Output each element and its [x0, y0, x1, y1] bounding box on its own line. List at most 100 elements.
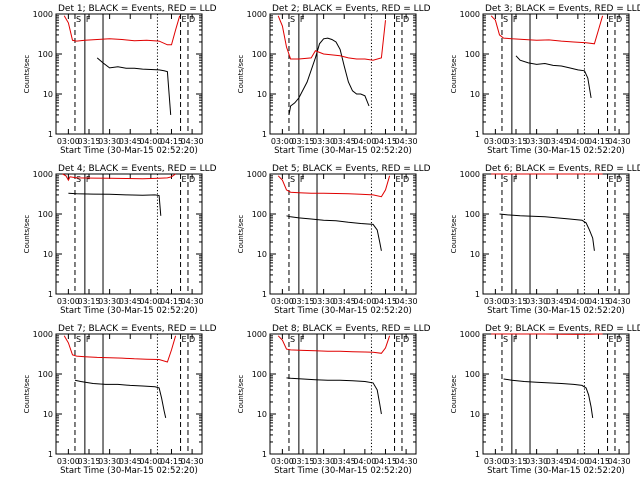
x-tick-label: 03:00 — [57, 137, 80, 146]
y-tick-label: 1 — [48, 130, 53, 139]
series-events-line — [96, 57, 172, 115]
y-tick-label: 10 — [257, 410, 267, 419]
x-tick-label: 04:00 — [353, 297, 376, 306]
y-tick-label: 10 — [43, 90, 53, 99]
y-axis-label: Counts/sec — [237, 215, 245, 254]
x-tick-label: 03:15 — [291, 457, 314, 466]
x-axis-label: Start Time (30-Mar-15 02:52:20) — [60, 146, 198, 156]
x-tick-label: 03:00 — [271, 457, 294, 466]
y-axis-label: Counts/sec — [450, 375, 458, 414]
y-axis-label: Counts/sec — [23, 215, 31, 254]
series-events-line — [68, 192, 162, 216]
x-axis-label: Start Time (30-Mar-15 02:52:20) — [60, 466, 198, 476]
plot-frame — [482, 13, 630, 135]
panel-title: Det 2; BLACK = Events, RED = LLD — [272, 4, 431, 14]
detector-panel: Det 7; BLACK = Events, RED = LLD 1 10 100 10… — [23, 324, 217, 476]
panel-title: Det 6; BLACK = Events, RED = LLD — [485, 164, 640, 174]
marker-label: E — [396, 15, 401, 24]
x-tick-label: 04:30 — [181, 137, 204, 146]
series-events-line — [515, 55, 592, 98]
marker-label: D — [403, 175, 409, 184]
x-tick-label: 04:30 — [395, 137, 418, 146]
x-tick-label: 04:00 — [139, 137, 162, 146]
y-tick-label: 1000 — [247, 170, 267, 179]
marker-label: F — [86, 175, 91, 184]
marker-label: D — [189, 15, 195, 24]
x-tick-label: 03:30 — [312, 297, 335, 306]
marker-label: E — [609, 175, 614, 184]
series-events-line — [288, 37, 370, 115]
y-tick-label: 1 — [48, 450, 53, 459]
x-axis-label: Start Time (30-Mar-15 02:52:20) — [274, 146, 412, 156]
series-events-line — [286, 377, 382, 415]
marker-label: E — [609, 15, 614, 24]
series-lld-line — [277, 335, 391, 354]
x-tick-label: 03:15 — [77, 137, 100, 146]
x-tick-label: 03:15 — [291, 137, 314, 146]
marker-label: D — [616, 175, 622, 184]
y-tick-label: 1000 — [460, 170, 480, 179]
marker-label: F — [300, 175, 305, 184]
panel-title: Det 5; BLACK = Events, RED = LLD — [272, 164, 431, 174]
x-tick-label: 03:45 — [119, 457, 142, 466]
series-lld-line — [63, 335, 177, 363]
y-tick-label: 1000 — [247, 330, 267, 339]
x-tick-label: 04:15 — [374, 457, 397, 466]
x-tick-label: 03:00 — [271, 137, 294, 146]
x-tick-label: 03:00 — [484, 297, 507, 306]
y-tick-label: 100 — [252, 50, 267, 59]
marker-label: S — [503, 335, 508, 344]
x-tick-label: 04:00 — [353, 457, 376, 466]
x-axis-label: Start Time (30-Mar-15 02:52:20) — [487, 306, 625, 316]
x-tick-label: 04:00 — [566, 297, 589, 306]
marker-label: S — [76, 15, 81, 24]
detector-panel: Det 5; BLACK = Events, RED = LLD 1 10 100 10… — [237, 164, 431, 316]
x-tick-label: 03:00 — [484, 457, 507, 466]
y-tick-label: 10 — [470, 250, 480, 259]
x-tick-label: 03:30 — [98, 137, 121, 146]
panel-title: Det 3; BLACK = Events, RED = LLD — [485, 4, 640, 14]
x-tick-label: 03:45 — [119, 297, 142, 306]
plot-frame — [55, 173, 203, 295]
x-axis-label: Start Time (30-Mar-15 02:52:20) — [487, 466, 625, 476]
x-tick-label: 04:00 — [353, 137, 376, 146]
y-tick-label: 1 — [262, 450, 267, 459]
x-tick-label: 03:15 — [504, 297, 527, 306]
marker-label: S — [503, 15, 508, 24]
marker-label: F — [300, 335, 305, 344]
detector-panel: Det 4; BLACK = Events, RED = LLD 1 10 100 10… — [23, 164, 217, 316]
y-tick-label: 100 — [38, 210, 53, 219]
x-tick-label: 03:15 — [77, 457, 100, 466]
x-tick-label: 03:15 — [77, 297, 100, 306]
x-tick-label: 03:15 — [504, 457, 527, 466]
y-tick-label: 1 — [475, 130, 480, 139]
panel-title: Det 7; BLACK = Events, RED = LLD — [58, 324, 217, 334]
x-axis-label: Start Time (30-Mar-15 02:52:20) — [60, 306, 198, 316]
series-events-line — [286, 215, 382, 251]
y-tick-label: 1 — [48, 290, 53, 299]
x-tick-label: 03:45 — [546, 297, 569, 306]
plot-frame — [55, 13, 203, 135]
y-tick-label: 10 — [43, 410, 53, 419]
x-tick-label: 04:15 — [160, 457, 183, 466]
detector-panel: Det 2; BLACK = Events, RED = LLD 1 10 100 10… — [237, 4, 431, 156]
x-tick-label: 04:15 — [374, 137, 397, 146]
x-axis-label: Start Time (30-Mar-15 02:52:20) — [274, 466, 412, 476]
x-tick-label: 03:30 — [98, 457, 121, 466]
marker-label: D — [189, 335, 195, 344]
series-lld-line — [63, 15, 181, 46]
marker-label: D — [189, 175, 195, 184]
marker-label: E — [396, 335, 401, 344]
x-tick-label: 04:30 — [608, 457, 631, 466]
x-tick-label: 04:15 — [587, 457, 610, 466]
y-tick-label: 100 — [252, 210, 267, 219]
marker-label: D — [403, 335, 409, 344]
x-axis-label: Start Time (30-Mar-15 02:52:20) — [274, 306, 412, 316]
x-tick-label: 04:15 — [587, 297, 610, 306]
x-tick-label: 04:15 — [587, 137, 610, 146]
x-tick-label: 04:15 — [160, 297, 183, 306]
x-tick-label: 04:30 — [395, 457, 418, 466]
marker-label: E — [182, 175, 187, 184]
y-tick-label: 1000 — [247, 10, 267, 19]
